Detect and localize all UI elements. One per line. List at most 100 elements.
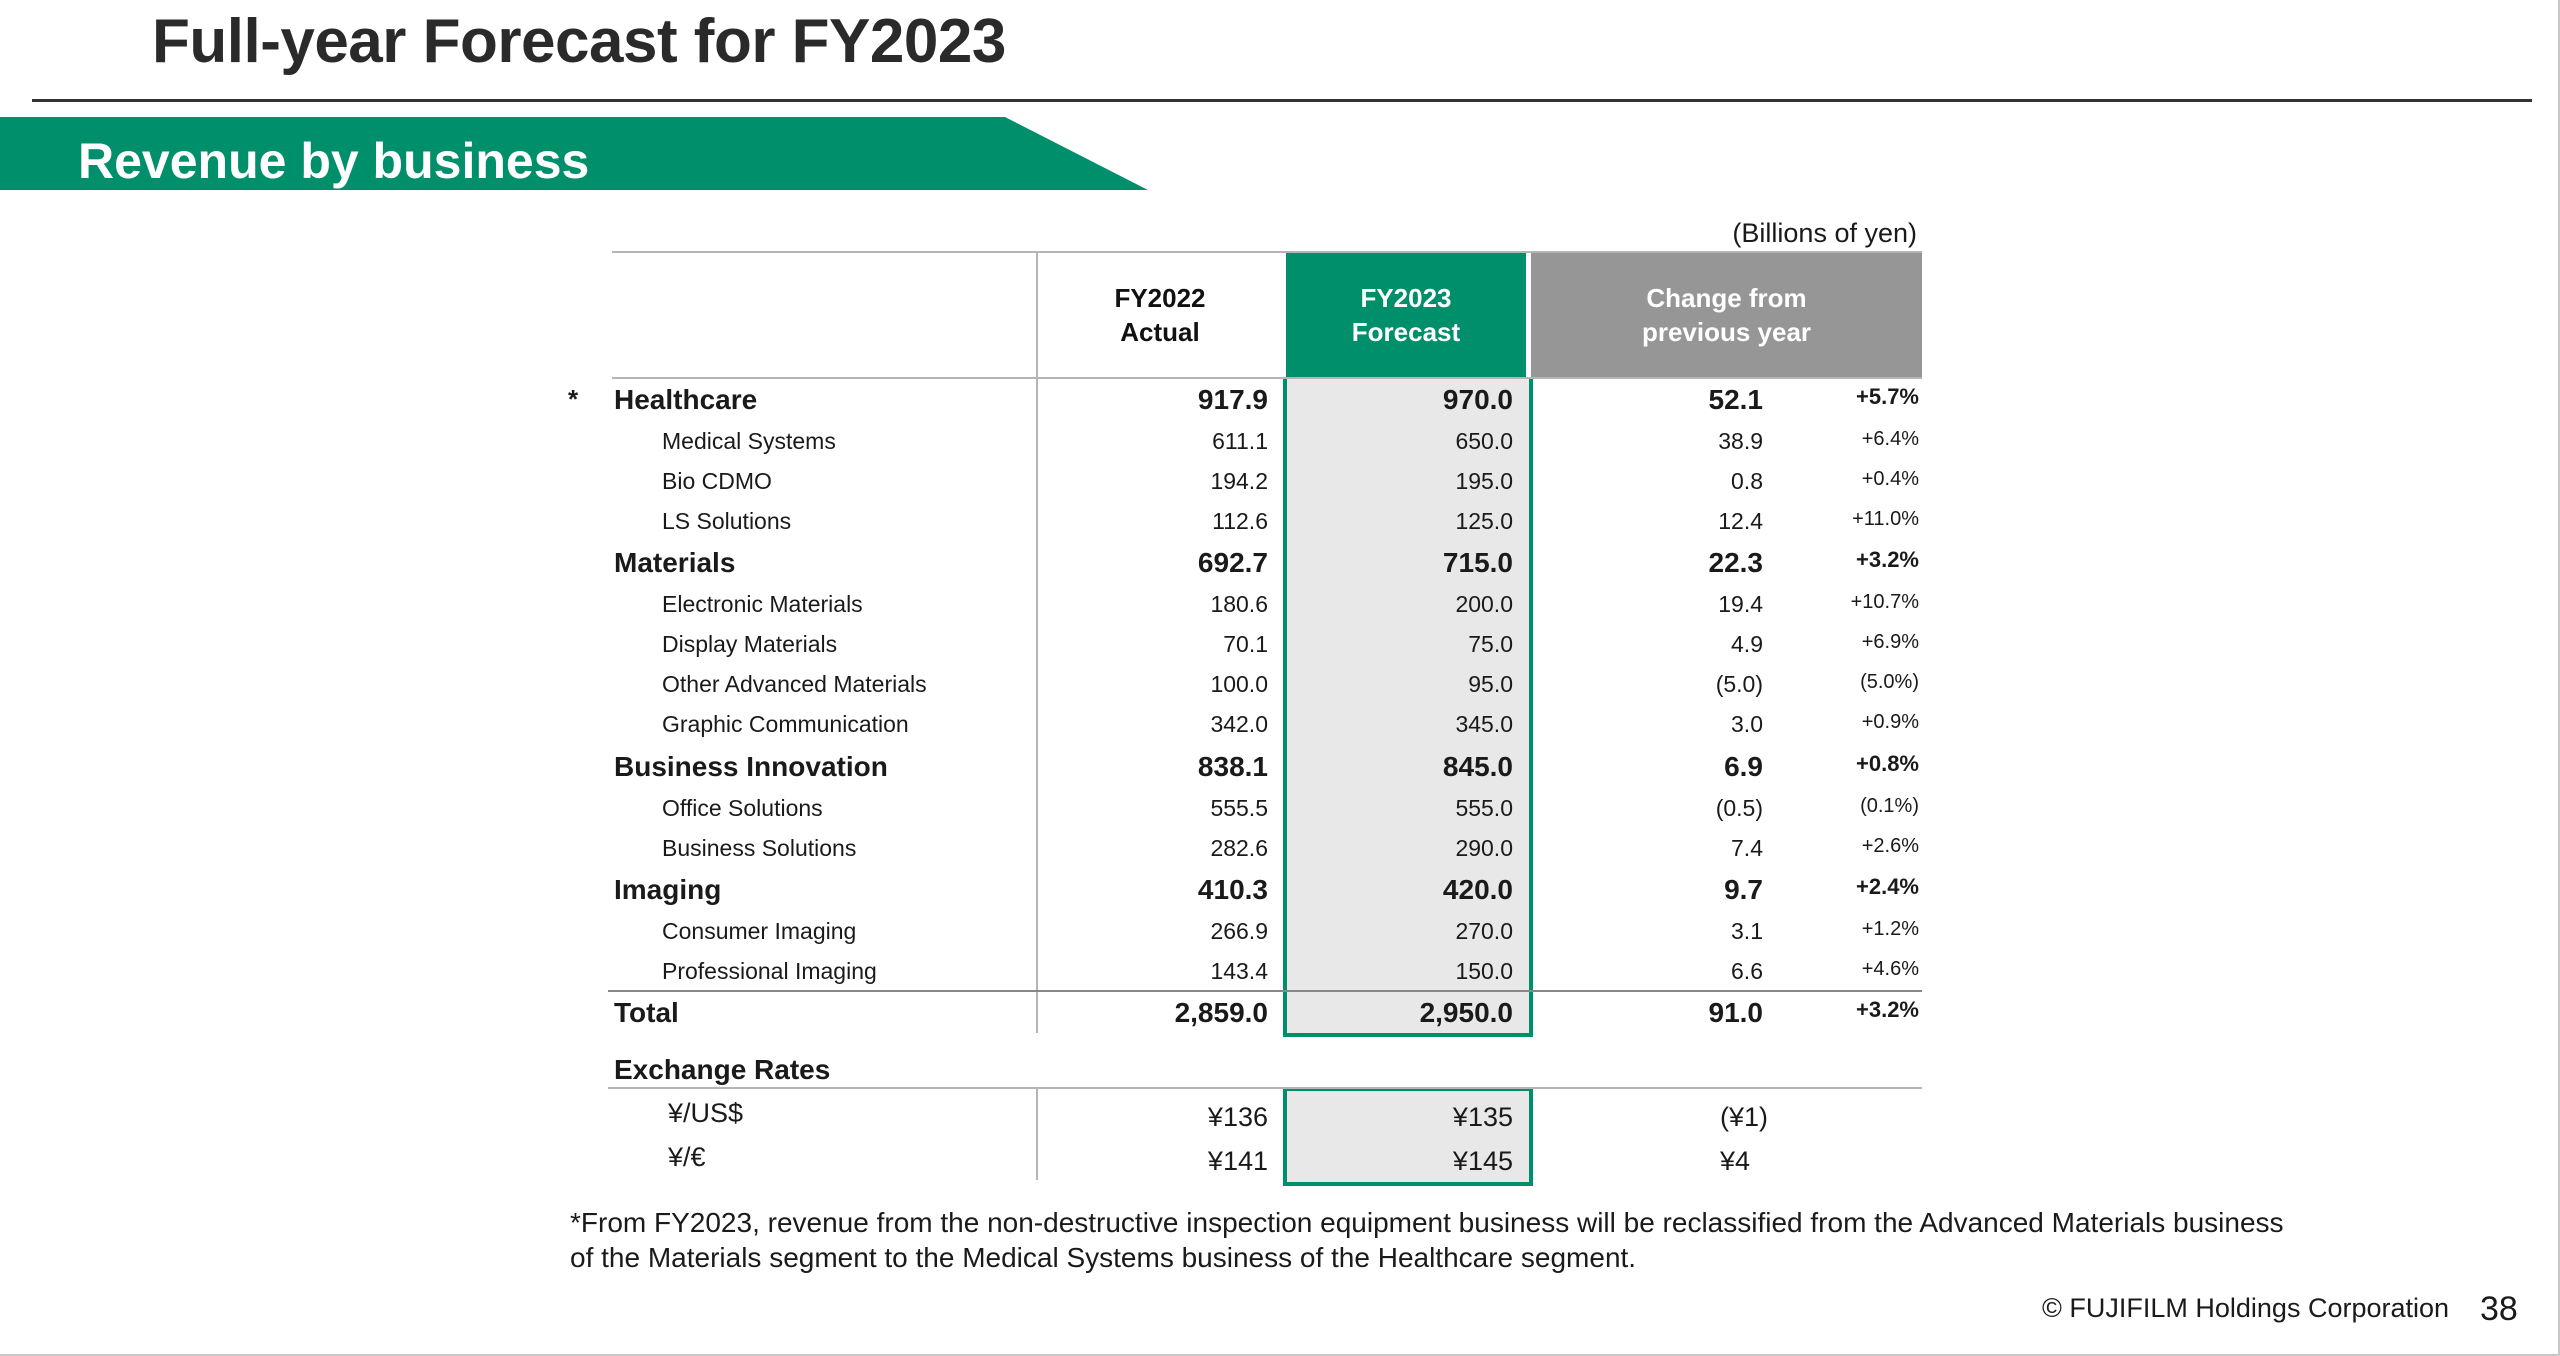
change-value: (0.5) xyxy=(1715,795,1763,821)
change-value: 9.7 xyxy=(1724,874,1763,905)
change-percent: +0.4% xyxy=(1861,468,1919,490)
change-value: 7.4 xyxy=(1731,835,1763,861)
row-label: Total xyxy=(614,997,679,1028)
total-divider xyxy=(608,990,1922,992)
fy2022-value: 112.6 xyxy=(1212,508,1268,534)
row-label: Imaging xyxy=(614,874,722,905)
table-row: Professional Imaging 143.4 150.0 6.6 +4.… xyxy=(0,958,2560,998)
table-row: Electronic Materials 180.6 200.0 19.4 +1… xyxy=(0,591,2560,631)
change-percent: +6.9% xyxy=(1861,631,1919,653)
fy2023-value: 195.0 xyxy=(1455,468,1513,494)
change-value: 0.8 xyxy=(1731,468,1763,494)
table-row: Imaging 410.3 420.0 9.7 +2.4% xyxy=(0,874,2560,914)
table-row: Other Advanced Materials 100.0 95.0 (5.0… xyxy=(0,671,2560,711)
row-label: Electronic Materials xyxy=(662,591,863,617)
fy2023-value: 420.0 xyxy=(1442,874,1513,905)
change-value: 38.9 xyxy=(1718,428,1763,454)
row-label: Consumer Imaging xyxy=(662,918,857,944)
row-label: Bio CDMO xyxy=(662,468,772,494)
change-percent: +3.2% xyxy=(1856,547,1919,572)
row-label: Business Innovation xyxy=(614,751,888,782)
change-value: 12.4 xyxy=(1718,508,1763,534)
footnote-line: of the Materials segment to the Medical … xyxy=(570,1242,1637,1273)
rate-change: (¥1) xyxy=(1720,1102,1769,1132)
change-value: 6.6 xyxy=(1731,958,1763,984)
change-percent: +2.4% xyxy=(1856,874,1919,899)
fy2022-rate: ¥141 xyxy=(1207,1146,1268,1176)
change-percent: (5.0%) xyxy=(1860,671,1919,693)
row-label: Office Solutions xyxy=(662,795,823,821)
change-value: 52.1 xyxy=(1708,384,1764,415)
fy2023-value: 75.0 xyxy=(1468,631,1513,657)
fy2023-value: 2,950.0 xyxy=(1419,997,1513,1028)
row-label: Medical Systems xyxy=(662,428,836,454)
change-percent: +0.9% xyxy=(1861,711,1919,733)
change-percent: +2.6% xyxy=(1861,835,1919,857)
row-label: Graphic Communication xyxy=(662,711,909,737)
change-percent: +10.7% xyxy=(1850,591,1919,613)
change-value: 3.1 xyxy=(1731,918,1763,944)
section-banner-label: Revenue by business xyxy=(78,133,590,189)
copyright: © FUJIFILM Holdings Corporation xyxy=(2042,1293,2450,1323)
change-value: 4.9 xyxy=(1731,631,1763,657)
fy2022-value: 180.6 xyxy=(1210,591,1268,617)
table-row: LS Solutions 112.6 125.0 12.4 +11.0% xyxy=(0,508,2560,548)
fy2022-value: 266.9 xyxy=(1210,918,1268,944)
fy2022-value: 70.1 xyxy=(1223,631,1268,657)
fy2022-value: 917.9 xyxy=(1197,384,1268,415)
table-top-rule xyxy=(612,251,1922,253)
table-row: Business Solutions 282.6 290.0 7.4 +2.6% xyxy=(0,835,2560,875)
change-value: 6.9 xyxy=(1724,751,1763,782)
fy2022-value: 194.2 xyxy=(1210,468,1268,494)
row-label: Display Materials xyxy=(662,631,838,657)
fy2023-value: 715.0 xyxy=(1442,547,1513,578)
table-row: Business Innovation 838.1 845.0 6.9 +0.8… xyxy=(0,751,2560,791)
table-row: Office Solutions 555.5 555.0 (0.5) (0.1%… xyxy=(0,795,2560,835)
fy2023-value: 650.0 xyxy=(1455,428,1513,454)
table-row-total: Total 2,859.0 2,950.0 91.0 +3.2% xyxy=(0,997,2560,1037)
rate-change: ¥4 xyxy=(1720,1146,1751,1176)
row-label: Materials xyxy=(614,547,736,578)
table-row: Bio CDMO 194.2 195.0 0.8 +0.4% xyxy=(0,468,2560,508)
fy2023-value: 95.0 xyxy=(1468,671,1513,697)
column-separator-fx xyxy=(1036,1089,1038,1180)
footnote: *From FY2023, revenue from the non-destr… xyxy=(570,1205,2284,1275)
change-value: 3.0 xyxy=(1731,711,1763,737)
fy2022-value: 555.5 xyxy=(1210,795,1268,821)
fy2023-rate: ¥145 xyxy=(1452,1146,1513,1176)
column-separator xyxy=(1036,253,1038,1033)
fy2022-value: 611.1 xyxy=(1212,428,1268,454)
row-label: Professional Imaging xyxy=(662,958,877,984)
fy2023-value: 270.0 xyxy=(1455,918,1513,944)
currency-pair: ¥/US$ xyxy=(668,1098,744,1128)
change-percent: +3.2% xyxy=(1856,997,1919,1022)
change-percent: +0.8% xyxy=(1856,751,1919,776)
page-number: 38 xyxy=(2480,1290,2518,1328)
exchange-rates-rule xyxy=(608,1087,1922,1089)
table-row: Medical Systems 611.1 650.0 38.9 +6.4% xyxy=(0,428,2560,468)
fy2022-value: 282.6 xyxy=(1210,835,1268,861)
section-banner xyxy=(0,117,1148,190)
change-value: (5.0) xyxy=(1715,671,1763,697)
table-row: Graphic Communication 342.0 345.0 3.0 +0… xyxy=(0,711,2560,751)
table-row: Consumer Imaging 266.9 270.0 3.1 +1.2% xyxy=(0,918,2560,958)
table-row: * Healthcare 917.9 970.0 52.1 +5.7% xyxy=(0,384,2560,424)
fy2023-value: 845.0 xyxy=(1442,751,1513,782)
fy2022-value: 692.7 xyxy=(1197,547,1268,578)
units-note: (Billions of yen) xyxy=(1732,218,1917,248)
forecast-column-highlight xyxy=(1283,379,1533,1037)
table-row: Display Materials 70.1 75.0 4.9 +6.9% xyxy=(0,631,2560,671)
fy2022-rate: ¥136 xyxy=(1207,1102,1268,1132)
forecast-fx-highlight xyxy=(1283,1087,1533,1186)
header-fy2022-actual: FY2022 Actual xyxy=(1114,283,1206,347)
fy2022-value: 410.3 xyxy=(1197,874,1268,905)
footnote-marker: * xyxy=(568,384,579,414)
fy2023-value: 200.0 xyxy=(1455,591,1513,617)
change-percent: +1.2% xyxy=(1861,918,1919,940)
fy2023-value: 125.0 xyxy=(1455,508,1513,534)
row-label: Business Solutions xyxy=(662,835,857,861)
fy2022-value: 143.4 xyxy=(1210,958,1268,984)
change-percent: +5.7% xyxy=(1856,384,1919,409)
fy2023-value: 970.0 xyxy=(1442,384,1513,415)
